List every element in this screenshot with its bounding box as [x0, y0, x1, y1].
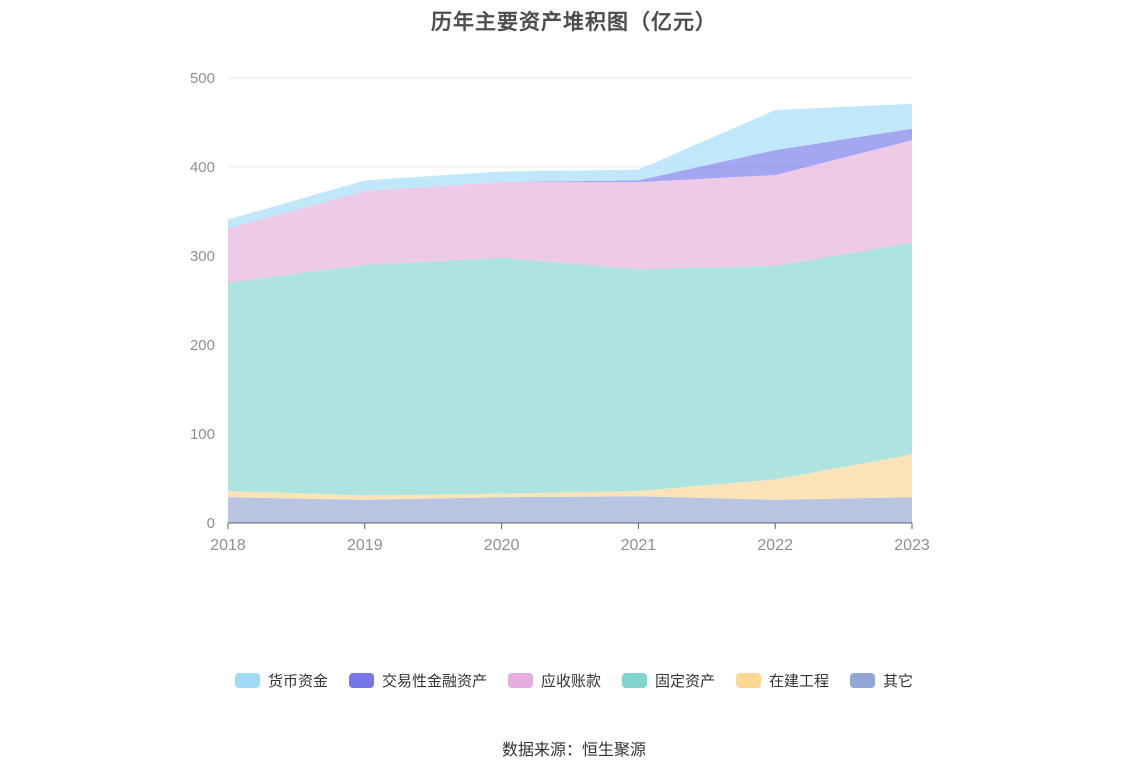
y-axis-label: 200: [190, 337, 215, 354]
legend-item-monetary-funds[interactable]: 货币资金: [234, 670, 328, 691]
y-axis-label: 100: [190, 426, 215, 443]
chart-title: 历年主要资产堆积图（亿元）: [431, 11, 717, 34]
x-axis-label: 2018: [210, 537, 246, 554]
legend-label: 应收账款: [540, 673, 601, 690]
area-series-monetary-funds: [228, 103, 912, 229]
y-axis-label: 0: [207, 515, 215, 532]
area-series-group: [228, 103, 912, 523]
legend-swatch: [736, 673, 762, 688]
legend-item-others[interactable]: 其它: [850, 670, 913, 691]
legend-item-accounts-receivable[interactable]: 应收账款: [507, 670, 601, 691]
area-series-fixed-assets: [228, 242, 912, 496]
data-source: 数据来源：恒生聚源: [501, 742, 646, 759]
y-axis-label: 400: [190, 159, 215, 176]
legend-label: 货币资金: [267, 673, 328, 690]
x-axis-label: 2020: [484, 537, 520, 554]
area-series-others: [228, 496, 912, 523]
chart-legend: 货币资金 交易性金融资产 应收账款 固定资产 在建工程 其它: [0, 670, 1148, 691]
area-series-construction-in-progress: [228, 454, 912, 500]
legend-swatch: [234, 673, 260, 688]
x-axis-label: 2021: [621, 537, 657, 554]
legend-swatch: [348, 673, 374, 688]
legend-item-trading-financial-assets[interactable]: 交易性金融资产: [348, 670, 487, 691]
legend-label: 其它: [883, 673, 914, 690]
x-axis-label: 2019: [347, 537, 383, 554]
legend-label: 在建工程: [769, 673, 830, 690]
x-axis: 2018 2019 2020 2021 2022 2023: [210, 522, 930, 554]
y-axis-label: 500: [190, 70, 215, 87]
y-axis-label: 300: [190, 248, 215, 265]
legend-item-construction-in-progress[interactable]: 在建工程: [736, 670, 829, 691]
legend-swatch: [850, 673, 876, 688]
x-axis-label: 2023: [894, 537, 930, 554]
legend-swatch: [507, 673, 533, 688]
area-series-accounts-receivable: [228, 140, 912, 283]
stacked-area-chart: 0 100 200 300 400 500 2018 2019 2020 2021 2022 2023: [190, 70, 930, 554]
x-axis-label: 2022: [757, 537, 793, 554]
y-axis-labels: 0 100 200 300 400 500: [190, 70, 215, 532]
legend-item-fixed-assets[interactable]: 固定资产: [622, 670, 715, 691]
legend-swatch: [622, 673, 647, 688]
legend-label: 固定资产: [655, 673, 716, 690]
legend-label: 交易性金融资产: [381, 673, 487, 690]
